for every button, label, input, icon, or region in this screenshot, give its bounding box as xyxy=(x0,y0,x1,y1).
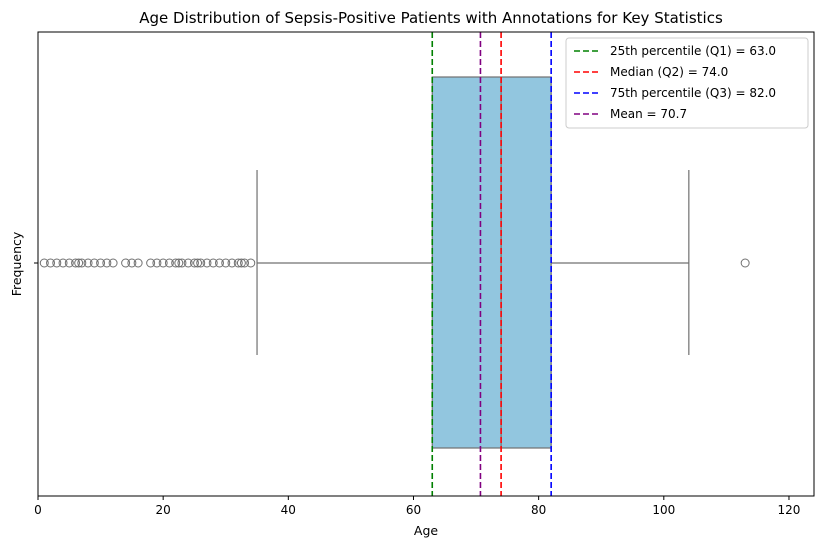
outlier-point xyxy=(221,258,231,268)
outlier-point xyxy=(158,258,168,268)
x-tick-label: 60 xyxy=(406,503,421,517)
box-body xyxy=(431,76,552,449)
outlier-point xyxy=(77,258,87,268)
outlier-point xyxy=(71,258,81,268)
outlier-point xyxy=(83,258,93,268)
x-tick-label: 120 xyxy=(778,503,801,517)
outlier-point xyxy=(202,258,212,268)
outlier-point xyxy=(89,258,99,268)
legend-label: 25th percentile (Q1) = 63.0 xyxy=(610,44,776,58)
outlier-point xyxy=(236,258,246,268)
outlier-point xyxy=(102,258,112,268)
legend-box xyxy=(565,37,809,129)
axes: 0 20 40 60 80 100 120 xyxy=(34,262,801,517)
outlier-point xyxy=(58,258,68,268)
legend-label: Median (Q2) = 74.0 xyxy=(610,65,728,79)
outlier-point xyxy=(233,258,243,268)
x-tick-label: 40 xyxy=(281,503,296,517)
x-axis-label: Age xyxy=(414,523,438,538)
outlier-point xyxy=(64,258,74,268)
outlier-point xyxy=(174,258,184,268)
outlier-point xyxy=(246,258,256,268)
legend: 25th percentile (Q1) = 63.0 Median (Q2) =… xyxy=(565,37,809,129)
x-tick-label: 80 xyxy=(531,503,546,517)
x-tick-label: 20 xyxy=(156,503,171,517)
outlier-point xyxy=(214,258,224,268)
outlier-point xyxy=(152,258,162,268)
outlier-point xyxy=(189,258,199,268)
y-axis-label: Frequency xyxy=(9,231,24,296)
plot-area xyxy=(39,32,750,496)
outlier-point xyxy=(121,258,131,268)
outlier-point xyxy=(127,258,137,268)
outlier-point xyxy=(74,258,84,268)
outlier-point xyxy=(39,258,49,268)
outlier-point xyxy=(740,258,750,268)
outlier-point xyxy=(133,258,143,268)
legend-label: Mean = 70.7 xyxy=(610,107,687,121)
outlier-point xyxy=(171,258,181,268)
outlier-point xyxy=(208,258,218,268)
outlier-point xyxy=(96,258,106,268)
outlier-point xyxy=(227,258,237,268)
outlier-point xyxy=(52,258,62,268)
plot-frame xyxy=(37,31,815,497)
outlier-point xyxy=(240,258,250,268)
outlier-point xyxy=(183,258,193,268)
x-tick-label: 100 xyxy=(652,503,675,517)
outlier-point xyxy=(46,258,56,268)
outlier-point xyxy=(196,258,206,268)
outlier-point xyxy=(164,258,174,268)
outlier-point xyxy=(108,258,118,268)
outlier-point xyxy=(177,258,187,268)
legend-label: 75th percentile (Q3) = 82.0 xyxy=(610,86,776,100)
outlier-point xyxy=(146,258,156,268)
outlier-point xyxy=(193,258,203,268)
chart-title: Age Distribution of Sepsis-Positive Pati… xyxy=(139,9,723,27)
x-tick-label: 0 xyxy=(34,503,42,517)
